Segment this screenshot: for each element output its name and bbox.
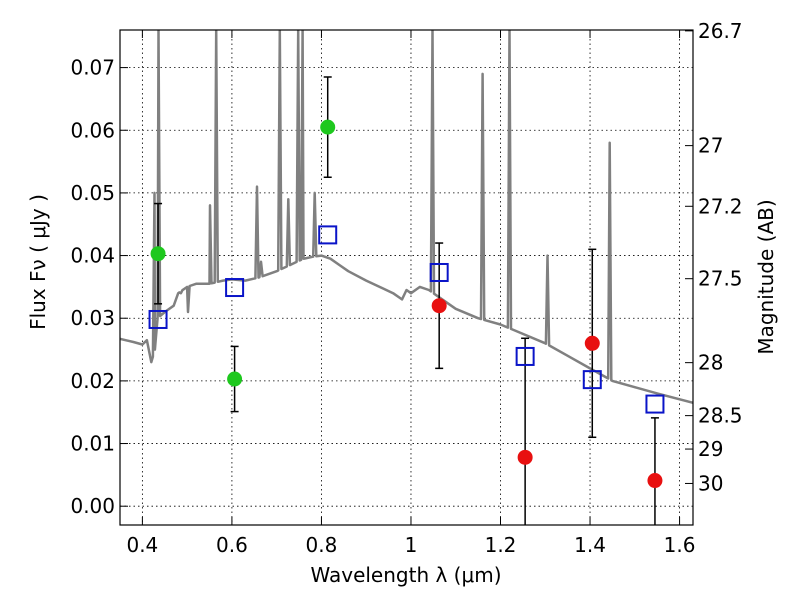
mag-tick-label: 28 [698, 351, 723, 375]
grid [120, 30, 693, 525]
y-tick-label: 0.04 [70, 244, 115, 268]
x-tick-label: 1.2 [485, 533, 517, 557]
model-point [318, 225, 338, 245]
model-point [225, 278, 245, 298]
y-tick-label: 0.00 [70, 494, 115, 518]
data-point [431, 298, 447, 314]
data-point [150, 246, 166, 262]
x-tick-label: 1.6 [664, 533, 696, 557]
mag-tick-label: 30 [698, 471, 723, 495]
mag-tick-label: 26.7 [698, 19, 743, 43]
model-point [645, 394, 665, 414]
x-tick-label: 1.4 [574, 533, 606, 557]
model-spectrum [120, 30, 693, 405]
y-tick-label: 0.01 [70, 432, 115, 456]
mag-tick-label: 27.2 [698, 194, 743, 218]
mag-tick-label: 28.5 [698, 404, 743, 428]
x-tick-label: 0.6 [216, 533, 248, 557]
mag-tick-label: 27 [698, 134, 723, 158]
data-markers [148, 119, 665, 489]
x-axis-label: Wavelength λ (μm) [310, 563, 501, 587]
mag-tick-label: 29 [698, 437, 723, 461]
model-point [582, 370, 602, 390]
y-tick-label: 0.03 [70, 306, 115, 330]
data-point [647, 473, 663, 489]
y-tick-label: 0.05 [70, 181, 115, 205]
error-bars [154, 76, 659, 525]
data-point [320, 119, 336, 135]
y-tick-label: 0.07 [70, 56, 115, 80]
x-tick-label: 0.8 [306, 533, 338, 557]
y-axis-label-right: Magnitude (AB) [754, 199, 778, 354]
model-point [515, 346, 535, 366]
plot-frame [119, 29, 694, 526]
data-point [227, 371, 243, 387]
x-tick-label: 0.4 [126, 533, 158, 557]
model-spectrum-line [120, 30, 693, 405]
y-tick-label: 0.06 [70, 118, 115, 142]
model-point [429, 262, 449, 282]
x-tick-label: 1 [405, 533, 418, 557]
y-tick-label: 0.02 [70, 369, 115, 393]
mag-tick-label: 27.5 [698, 267, 743, 291]
tick-labels: 0.4 0.6 0.8 1 1.2 1.4 1.6 0.00 0.01 0.02 0.03 0.04 0… [70, 19, 742, 557]
model-point [148, 309, 168, 329]
y-axis-label-left: Flux Fν ( μJy ) [26, 194, 50, 330]
axis-ticks [120, 30, 693, 525]
data-point [517, 449, 533, 465]
data-point [584, 335, 600, 351]
